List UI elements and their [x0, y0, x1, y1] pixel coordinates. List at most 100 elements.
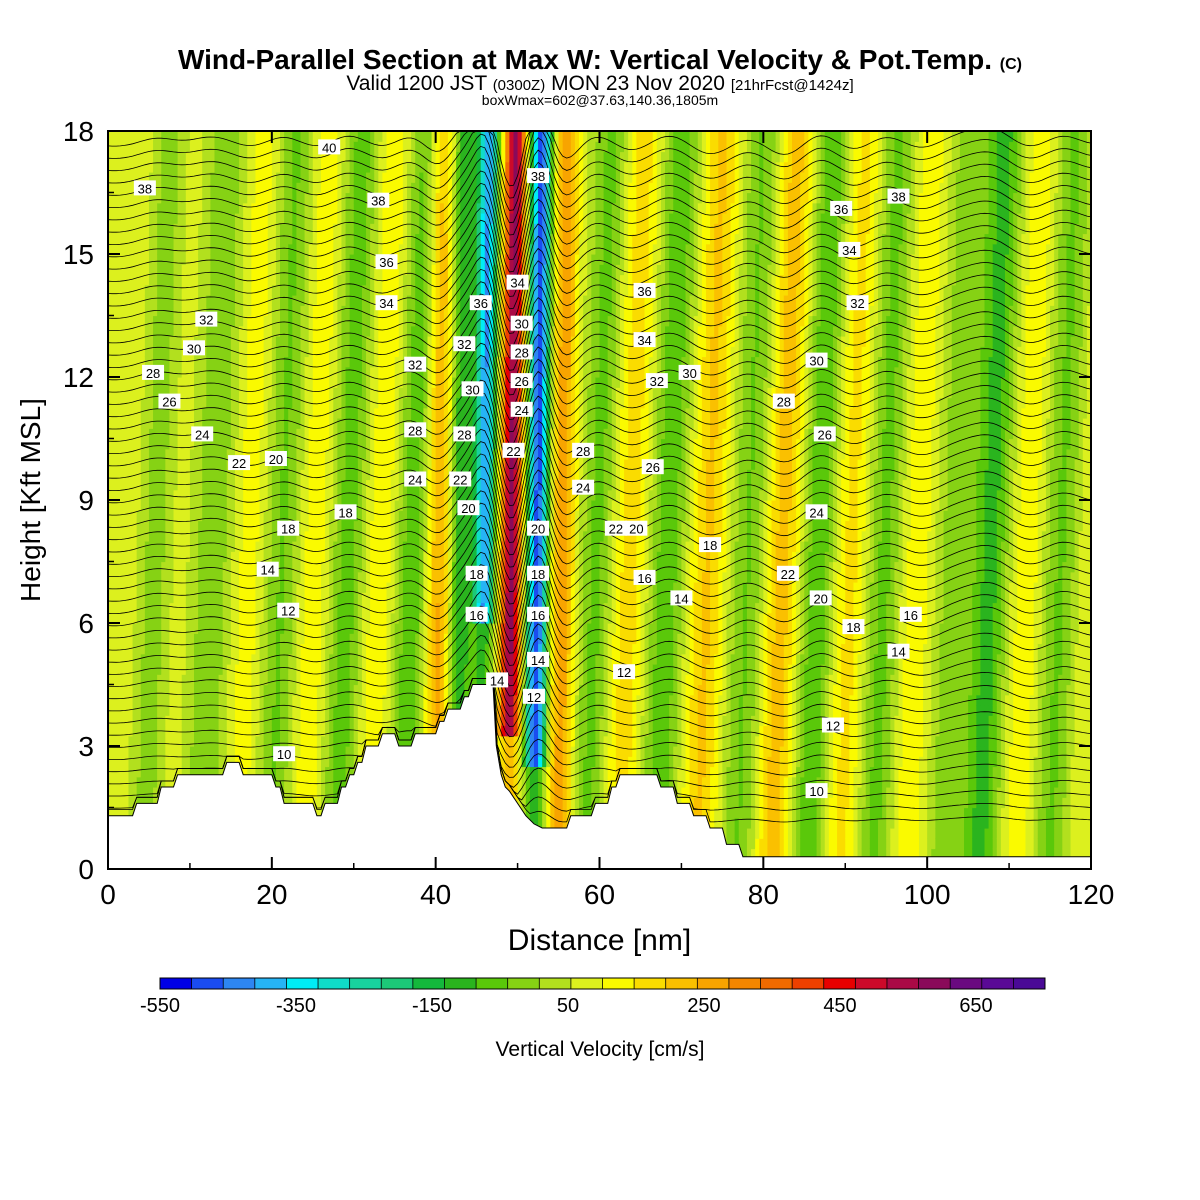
velocity-cell — [275, 131, 281, 142]
velocity-cell — [275, 274, 281, 286]
velocity-cell — [349, 571, 355, 583]
velocity-cell — [214, 295, 220, 306]
velocity-cell — [308, 284, 314, 296]
velocity-cell — [296, 182, 302, 194]
velocity-cell — [148, 469, 154, 481]
velocity-cell — [120, 264, 125, 276]
velocity-cell — [128, 787, 134, 798]
velocity-cell — [271, 151, 277, 163]
velocity-cell — [194, 438, 199, 450]
velocity-cell — [214, 643, 220, 655]
velocity-cell — [153, 797, 158, 809]
velocity-cell — [132, 377, 138, 388]
velocity-cell — [194, 571, 199, 583]
velocity-cell — [239, 674, 244, 686]
velocity-cell — [284, 561, 289, 573]
velocity-cell — [169, 213, 175, 224]
velocity-cell — [128, 725, 134, 737]
velocity-cell — [136, 438, 142, 450]
velocity-cell — [312, 284, 318, 296]
velocity-cell — [169, 141, 175, 153]
velocity-cell — [214, 561, 220, 573]
velocity-cell — [230, 131, 236, 142]
velocity-cell — [251, 653, 257, 665]
velocity-cell — [374, 510, 379, 522]
velocity-cell — [329, 766, 334, 778]
velocity-cell — [177, 213, 183, 224]
velocity-cell — [202, 274, 207, 286]
velocity-cell — [255, 510, 261, 522]
velocity-cell — [181, 510, 187, 522]
velocity-cell — [239, 284, 244, 296]
velocity-cell — [181, 520, 187, 532]
velocity-cell — [292, 325, 298, 337]
velocity-cell — [185, 561, 191, 573]
velocity-cell — [386, 674, 392, 686]
velocity-cell — [304, 715, 310, 727]
velocity-cell — [124, 346, 130, 358]
velocity-cell — [177, 623, 183, 634]
velocity-cell — [312, 674, 318, 686]
velocity-cell — [312, 254, 318, 265]
velocity-cell — [267, 346, 273, 358]
velocity-cell — [177, 571, 183, 583]
velocity-cell — [132, 756, 138, 768]
velocity-cell — [300, 151, 306, 163]
velocity-cell — [157, 192, 162, 204]
velocity-cell — [116, 582, 121, 593]
velocity-cell — [234, 182, 240, 194]
velocity-cell — [370, 592, 375, 604]
velocity-cell — [214, 243, 220, 255]
velocity-cell — [194, 325, 199, 337]
velocity-cell — [230, 623, 236, 634]
velocity-cell — [128, 131, 134, 142]
velocity-cell — [157, 295, 162, 306]
velocity-cell — [378, 243, 384, 255]
velocity-cell — [251, 141, 257, 153]
velocity-cell — [189, 284, 195, 296]
velocity-cell — [173, 592, 179, 604]
velocity-cell — [128, 797, 134, 809]
velocity-cell — [124, 284, 130, 296]
velocity-cell — [161, 274, 166, 286]
velocity-cell — [112, 172, 117, 183]
velocity-cell — [140, 448, 146, 460]
velocity-cell — [382, 674, 388, 686]
velocity-cell — [202, 735, 207, 747]
velocity-cell — [144, 438, 150, 450]
velocity-cell — [374, 551, 379, 563]
velocity-cell — [357, 336, 363, 347]
velocity-cell — [263, 643, 269, 655]
velocity-cell — [198, 500, 203, 511]
velocity-cell — [144, 766, 150, 778]
velocity-cell — [140, 131, 146, 142]
velocity-cell — [153, 131, 158, 142]
vertical-velocity-field — [108, 131, 1092, 870]
velocity-cell — [153, 377, 158, 388]
velocity-cell — [140, 715, 146, 727]
velocity-cell — [173, 684, 179, 696]
velocity-cell — [292, 213, 298, 224]
velocity-cell — [132, 561, 138, 573]
velocity-cell — [132, 746, 138, 757]
velocity-cell — [366, 172, 371, 183]
velocity-cell — [333, 694, 338, 706]
velocity-cell — [370, 715, 375, 727]
velocity-cell — [280, 674, 285, 686]
velocity-cell — [128, 735, 134, 747]
velocity-cell — [194, 418, 199, 429]
velocity-cell — [132, 766, 138, 778]
velocity-cell — [312, 264, 318, 276]
velocity-cell — [247, 407, 252, 419]
velocity-cell — [194, 633, 199, 645]
velocity-cell — [382, 407, 388, 419]
velocity-cell — [148, 766, 154, 778]
velocity-cell — [226, 305, 232, 317]
velocity-cell — [124, 807, 130, 819]
velocity-cell — [108, 397, 113, 409]
velocity-cell — [251, 182, 257, 194]
velocity-cell — [292, 582, 298, 593]
velocity-cell — [157, 766, 162, 778]
velocity-cell — [210, 346, 216, 358]
velocity-cell — [280, 387, 285, 399]
